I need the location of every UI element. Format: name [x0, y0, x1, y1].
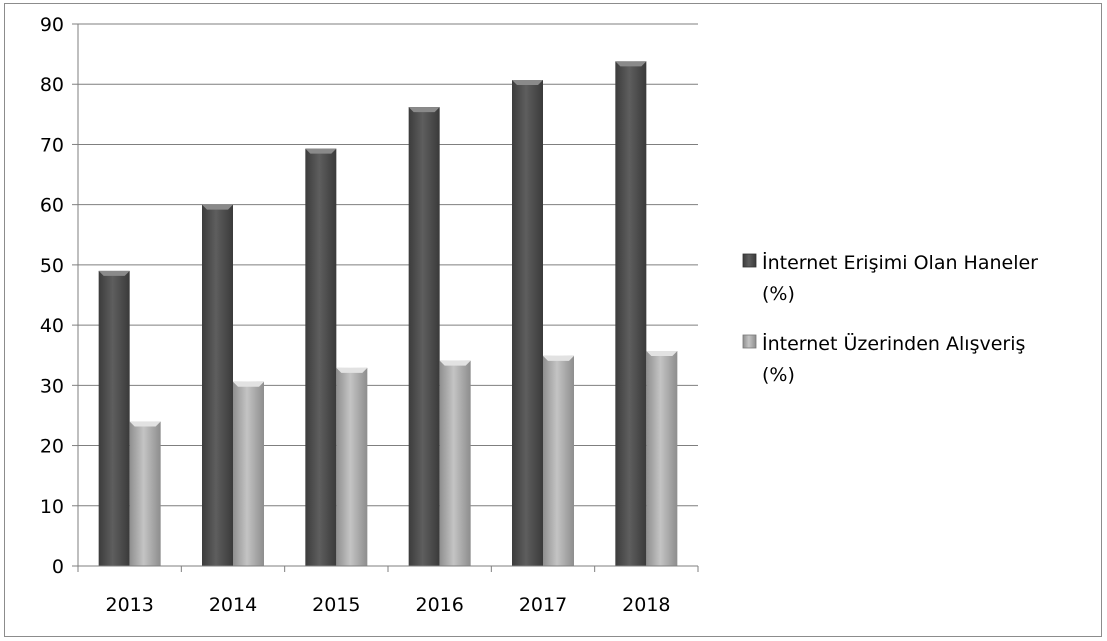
bar-bevel [408, 107, 440, 113]
x-tick-labels: 2013 2014 2015 2016 2017 2018 [105, 594, 670, 616]
y-tick-labels: 0 10 20 30 40 50 60 70 80 90 [40, 14, 64, 578]
bar-online-shopping-2018 [646, 351, 678, 566]
y-tick-label: 60 [40, 195, 64, 217]
bars [98, 61, 678, 567]
bar-body [615, 61, 647, 567]
bar-online-shopping-2015 [336, 367, 368, 566]
bar-online-shopping-2017 [543, 355, 574, 566]
y-tick-label: 0 [52, 556, 64, 578]
bar-bevel [615, 61, 647, 67]
bar-bevel [439, 360, 471, 366]
y-tick-label: 70 [40, 134, 64, 156]
legend-swatch [742, 253, 757, 268]
bar-bevel [336, 367, 368, 373]
axes [72, 23, 699, 572]
bar-body [543, 355, 574, 566]
gridlines [78, 23, 698, 507]
bar-bevel [129, 421, 161, 427]
bar-bevel [646, 351, 678, 357]
bar-internet-access-2016 [408, 107, 440, 567]
x-tick-label: 2017 [519, 594, 567, 616]
y-tick-label: 20 [40, 436, 64, 458]
bar-bevel [512, 80, 543, 86]
bar-bevel [305, 148, 337, 154]
bar-body [336, 367, 368, 566]
bar-bevel [202, 204, 233, 210]
x-tick-label: 2015 [312, 594, 360, 616]
bar-body [98, 270, 130, 566]
y-tick-label: 80 [40, 74, 64, 96]
legend-label: (%) [762, 283, 795, 305]
legend: İnternet Erişimi Olan Haneler (%) İnternet… [742, 251, 1038, 386]
bar-body [233, 381, 264, 566]
y-tick-label: 40 [40, 315, 64, 337]
bar-bevel [98, 270, 130, 276]
legend-label: İnternet Üzerinden Alışveriş [762, 332, 1025, 355]
bar-internet-access-2014 [202, 204, 233, 566]
bar-body [439, 360, 471, 566]
bar-online-shopping-2016 [439, 360, 471, 566]
legend-label: (%) [762, 364, 795, 386]
x-tick-label: 2018 [622, 594, 670, 616]
bar-bevel [233, 381, 264, 387]
y-tick-label: 90 [40, 14, 64, 36]
legend-label: İnternet Erişimi Olan Haneler [762, 251, 1038, 274]
bar-bevel [543, 355, 574, 361]
y-tick-label: 30 [40, 375, 64, 397]
bar-online-shopping-2014 [233, 381, 264, 566]
bar-body [646, 351, 678, 566]
bar-body [129, 421, 161, 566]
bar-body [305, 148, 337, 566]
bar-online-shopping-2013 [129, 421, 161, 566]
bar-internet-access-2013 [98, 270, 130, 566]
legend-swatch [742, 334, 757, 349]
x-tick-label: 2013 [105, 594, 153, 616]
bar-body [202, 204, 233, 566]
x-tick-label: 2016 [415, 594, 463, 616]
bar-body [408, 107, 440, 567]
bar-internet-access-2018 [615, 61, 647, 567]
bar-internet-access-2017 [512, 80, 543, 567]
bar-internet-access-2015 [305, 148, 337, 566]
y-tick-label: 10 [40, 496, 64, 518]
bar-body [512, 80, 543, 567]
y-tick-label: 50 [40, 255, 64, 277]
x-tick-label: 2014 [209, 594, 257, 616]
